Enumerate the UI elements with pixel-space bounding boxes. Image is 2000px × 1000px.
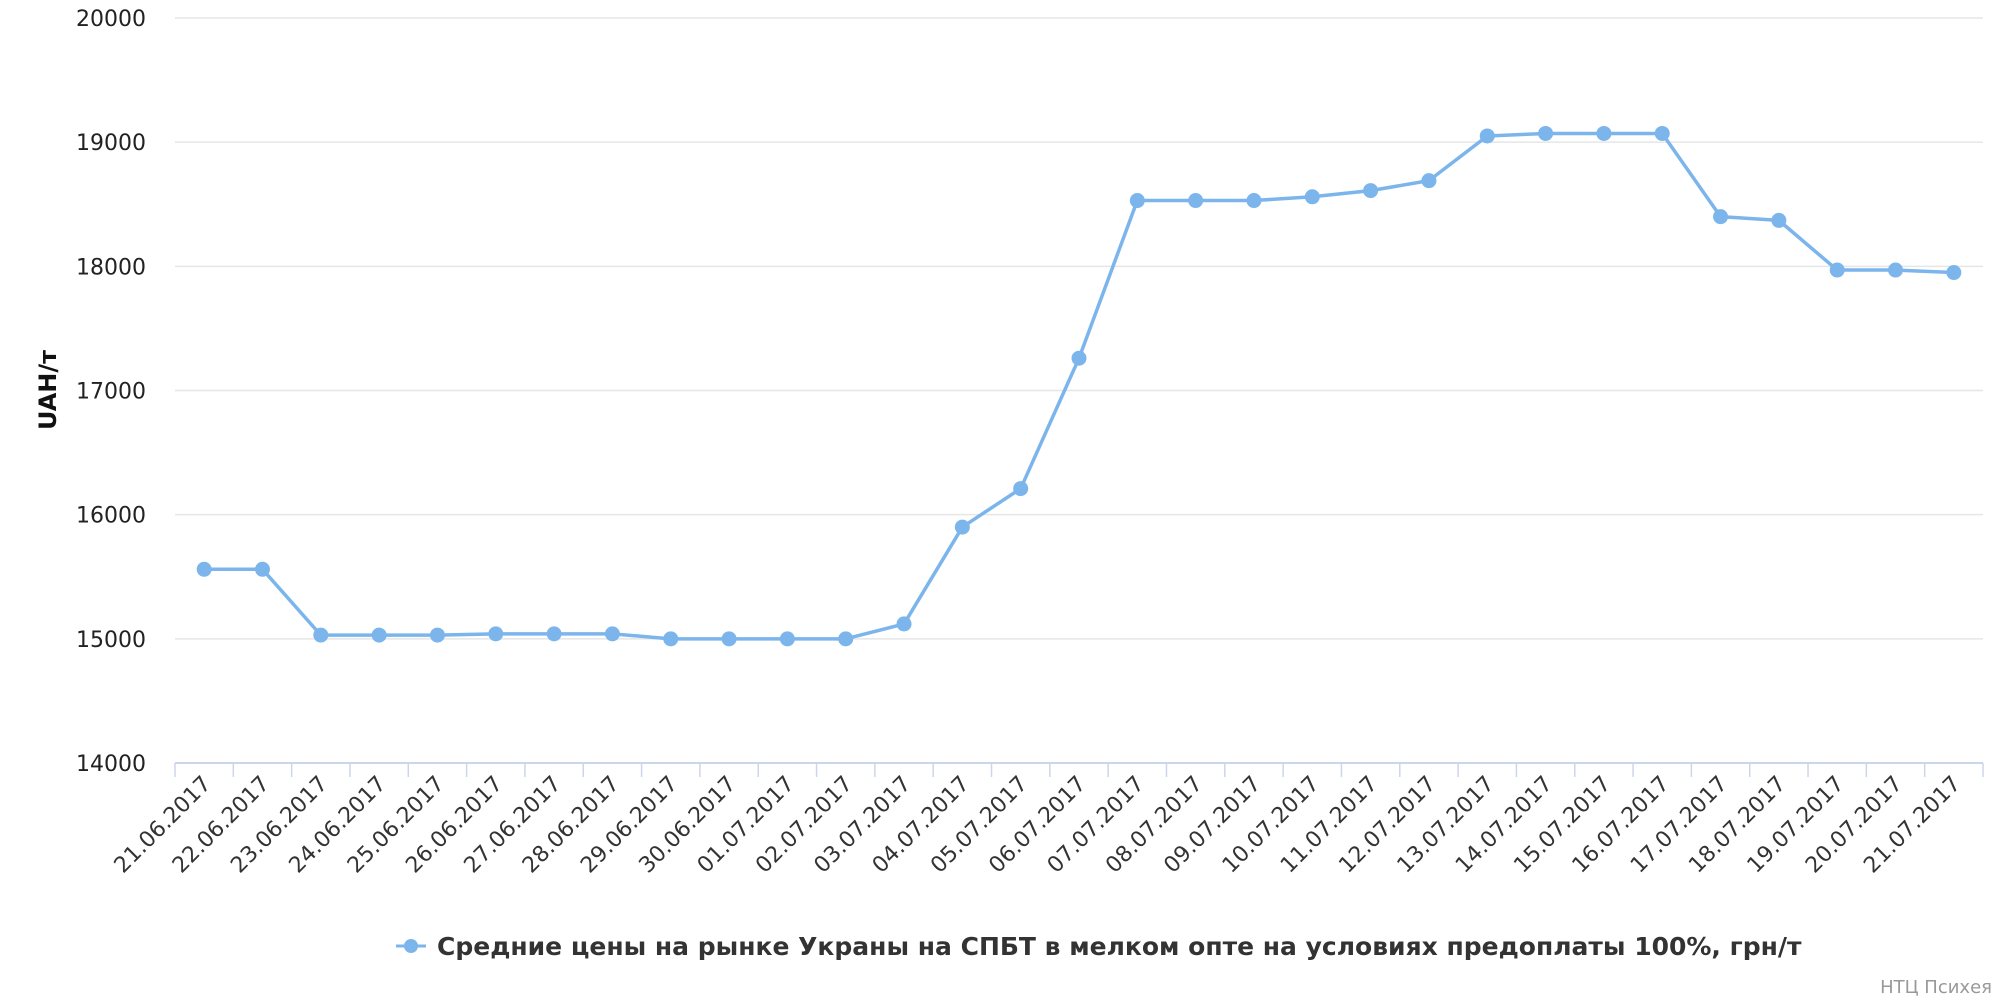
data-point[interactable]: [1479, 128, 1495, 144]
y-tick-label: 14000: [76, 752, 146, 777]
y-tick-label: 15000: [76, 628, 146, 653]
data-point[interactable]: [838, 631, 854, 647]
data-point[interactable]: [1888, 262, 1904, 278]
series-line: [202, 131, 1956, 641]
data-point[interactable]: [604, 626, 620, 642]
data-point[interactable]: [896, 616, 912, 632]
data-point[interactable]: [429, 627, 445, 643]
x-axis: 21.06.201722.06.201723.06.201724.06.2017…: [110, 762, 1984, 878]
series-layer: [196, 125, 1962, 647]
data-point[interactable]: [1538, 125, 1554, 141]
data-point[interactable]: [1946, 265, 1962, 281]
legend[interactable]: Средние цены на рынке Украны на СПБТ в м…: [396, 932, 1802, 961]
data-point[interactable]: [1771, 212, 1787, 228]
data-point[interactable]: [954, 519, 970, 535]
legend-series-label[interactable]: Средние цены на рынке Украны на СПБТ в м…: [437, 932, 1802, 961]
data-point[interactable]: [254, 561, 270, 577]
data-point[interactable]: [313, 627, 329, 643]
y-tick-label: 19000: [76, 131, 146, 156]
data-point[interactable]: [1654, 125, 1670, 141]
data-point[interactable]: [663, 631, 679, 647]
legend-marker-symbol: [404, 939, 418, 953]
y-tick-label: 18000: [76, 255, 146, 280]
data-point[interactable]: [1829, 262, 1845, 278]
data-point[interactable]: [488, 626, 504, 642]
y-axis-ticks: 14000 15000 16000 17000 18000 19000 20000: [76, 7, 146, 777]
y-tick-label: 20000: [76, 7, 146, 32]
grid-lines: [175, 17, 1983, 640]
data-point[interactable]: [1363, 183, 1379, 199]
data-point[interactable]: [1071, 350, 1087, 366]
data-point[interactable]: [1421, 173, 1437, 189]
data-point[interactable]: [546, 626, 562, 642]
data-point[interactable]: [779, 631, 795, 647]
data-point[interactable]: [721, 631, 737, 647]
data-point[interactable]: [1013, 481, 1029, 497]
credits-label[interactable]: НТЦ Психея: [1880, 977, 1992, 998]
y-tick-label: 16000: [76, 504, 146, 529]
data-point[interactable]: [1129, 193, 1145, 209]
data-point[interactable]: [1246, 193, 1262, 209]
data-point[interactable]: [1304, 189, 1320, 205]
data-point[interactable]: [196, 561, 212, 577]
data-point[interactable]: [1596, 125, 1612, 141]
y-tick-label: 17000: [76, 380, 146, 405]
data-point[interactable]: [1713, 209, 1729, 225]
y-axis-label: UAH/т: [34, 350, 62, 430]
data-point[interactable]: [1188, 193, 1204, 209]
data-point[interactable]: [371, 627, 387, 643]
